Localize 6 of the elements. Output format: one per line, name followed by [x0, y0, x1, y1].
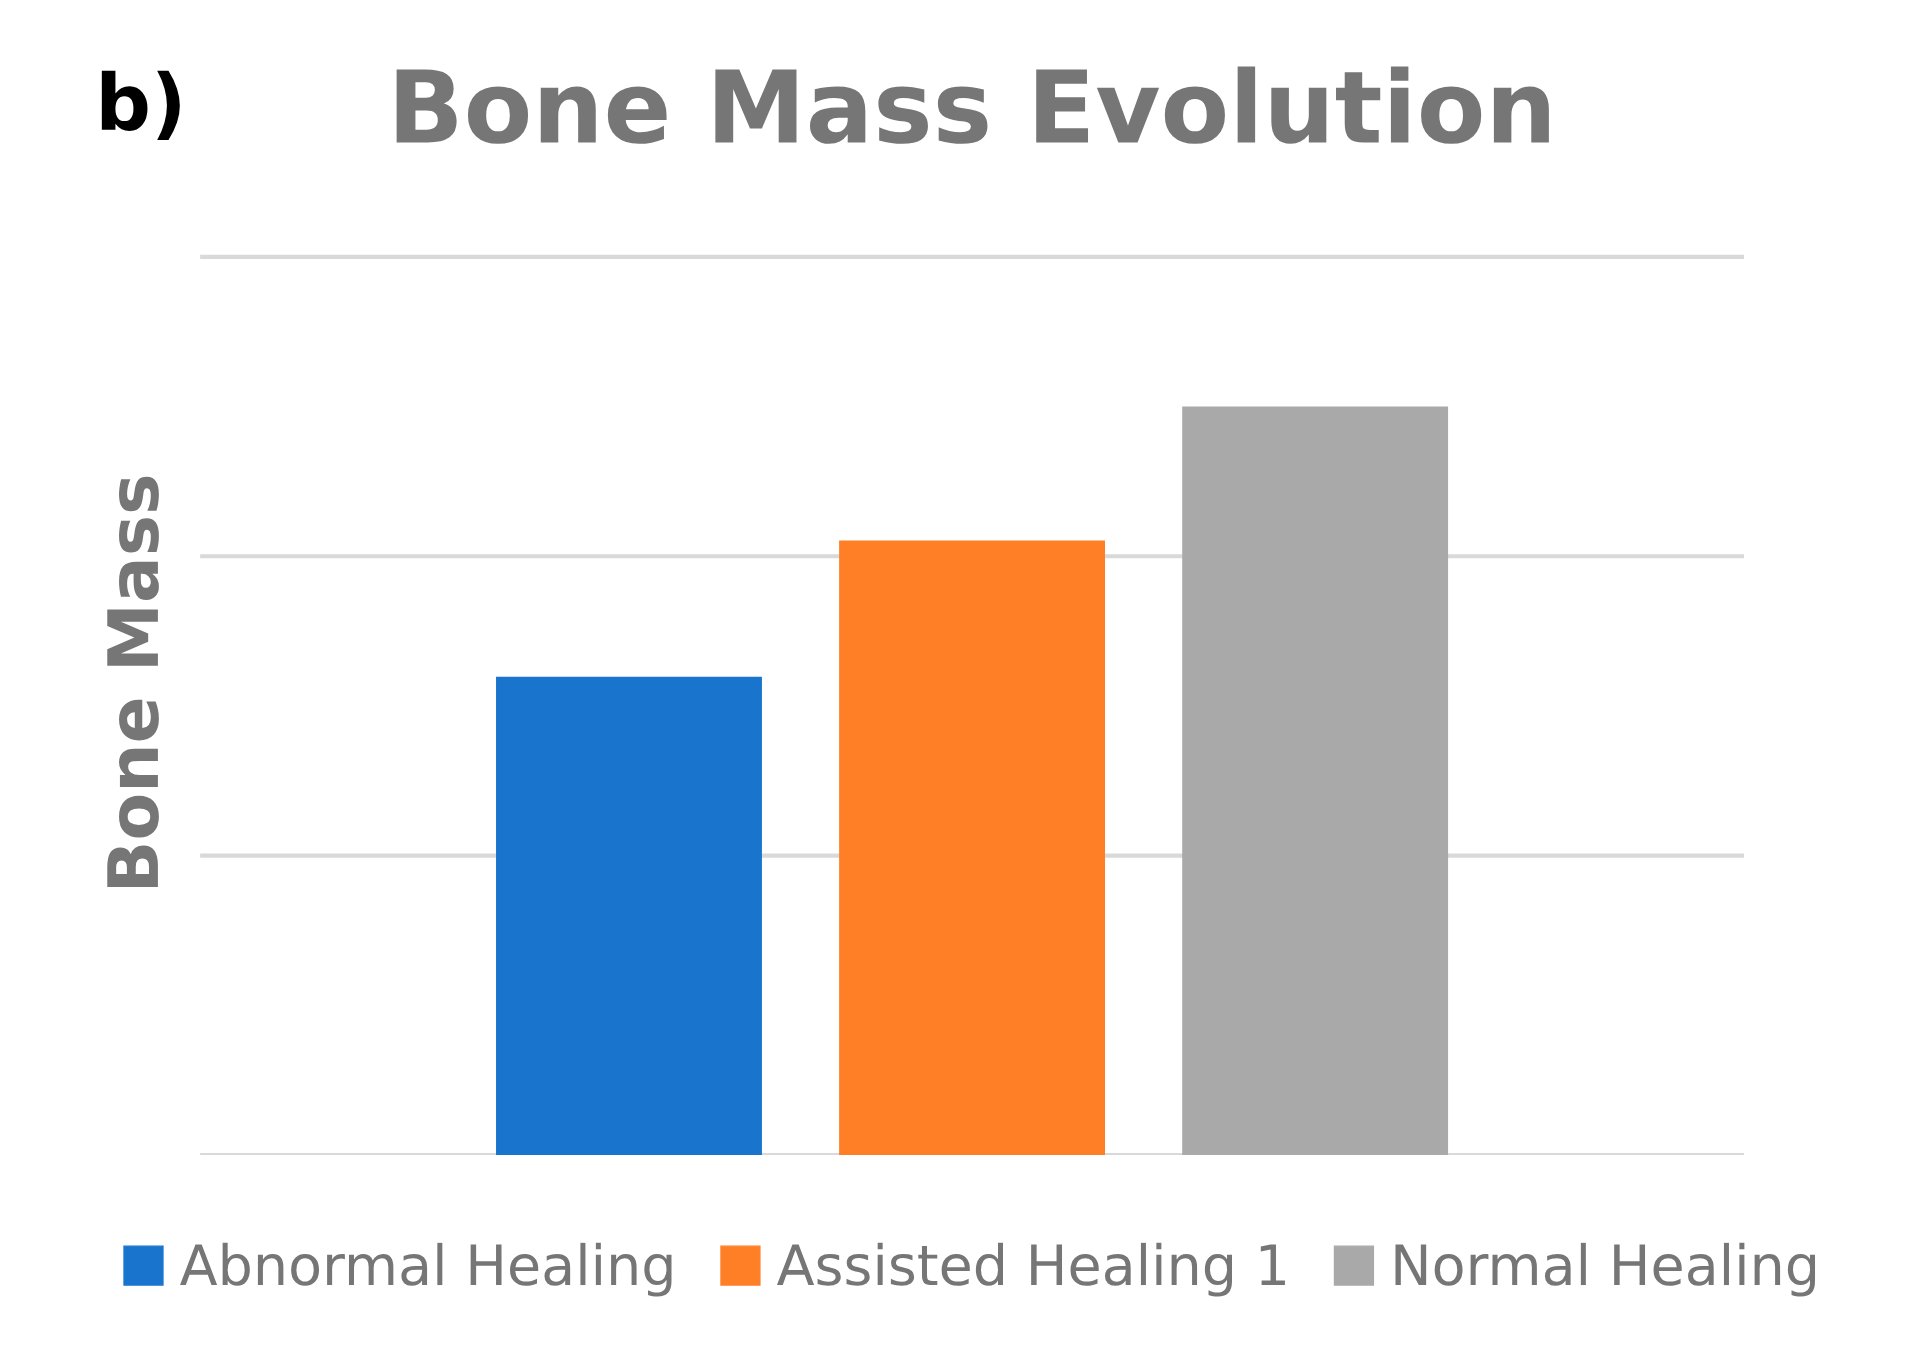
legend-label: Normal Healing [1395, 1242, 1816, 1297]
text: b) [101, 70, 180, 141]
legend-label: Assisted Healing 1 [776, 1242, 1285, 1297]
y-axis-title: Bone Mass [107, 476, 159, 888]
legend-label: Abnormal Healing [180, 1242, 672, 1297]
chart-title: Bone Mass Evolution [396, 66, 1549, 144]
